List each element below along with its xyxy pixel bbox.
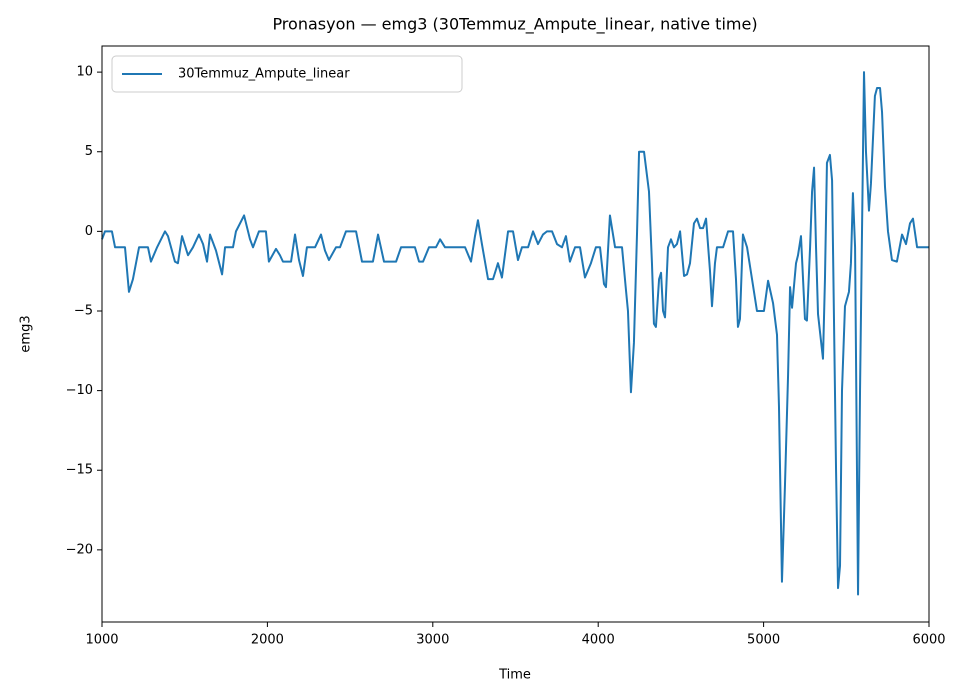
- chart-title: Pronasyon — emg3 (30Temmuz_Ampute_linear…: [272, 15, 757, 35]
- plot-frame: [101, 45, 930, 623]
- x-tick-label: 3000: [416, 633, 449, 648]
- x-tick-label: 4000: [582, 633, 615, 648]
- data-line: [101, 71, 929, 596]
- y-axis-label: emg3: [19, 315, 34, 352]
- legend-label: 30Temmuz_Ampute_linear: [178, 67, 350, 82]
- y-tick-label: −5: [74, 303, 93, 318]
- y-tick-label: 0: [85, 224, 93, 239]
- x-tick-label: 1000: [85, 633, 118, 648]
- x-tick-label: 6000: [912, 633, 945, 648]
- y-tick-label: −15: [66, 463, 93, 478]
- y-tick-label: 10: [76, 65, 93, 80]
- y-tick-label: −10: [66, 383, 93, 398]
- y-tick-label: −20: [66, 542, 93, 557]
- legend-box: [111, 55, 463, 93]
- x-tick-label: 2000: [251, 633, 284, 648]
- y-tick-label: 5: [85, 144, 93, 159]
- x-axis-label: Time: [498, 668, 531, 683]
- x-tick-label: 5000: [747, 633, 780, 648]
